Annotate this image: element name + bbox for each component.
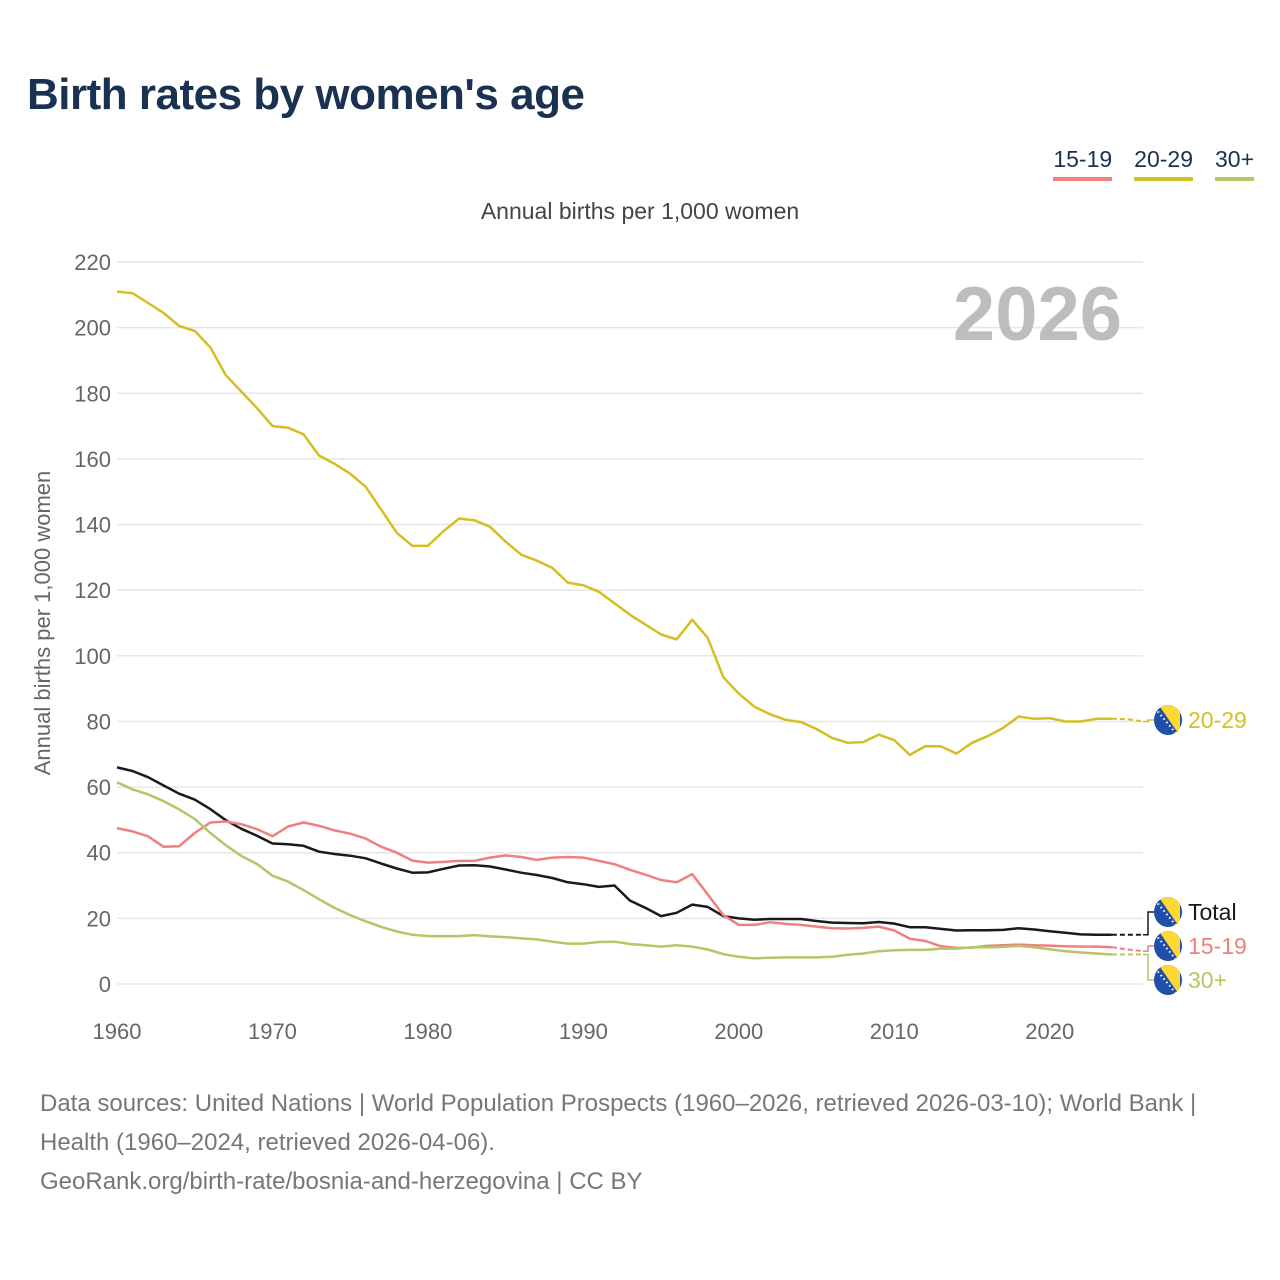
label-connector — [1143, 945, 1156, 952]
x-tick-label: 1990 — [559, 1019, 608, 1044]
bosnia-flag-icon — [1154, 965, 1182, 995]
x-tick-label: 2010 — [870, 1019, 919, 1044]
label-connector — [1143, 719, 1156, 723]
series-line-Total — [116, 766, 1112, 937]
series-line-30plus — [116, 781, 1112, 960]
end-label-Total: Total — [1188, 899, 1237, 925]
series-line-20-29 — [116, 290, 1112, 757]
legend: 15-19 20-29 30+ — [1053, 146, 1254, 181]
y-tick-label: 40 — [87, 841, 111, 866]
end-label-20-29: 20-29 — [1188, 707, 1247, 733]
bosnia-flag-icon — [1154, 897, 1182, 927]
legend-item-20-29[interactable]: 20-29 — [1134, 146, 1193, 181]
legend-item-15-19[interactable]: 15-19 — [1053, 146, 1113, 181]
series-projection-15-19 — [1111, 946, 1144, 953]
y-tick-label: 160 — [74, 447, 111, 472]
credit-link[interactable]: GeoRank.org/birth-rate/bosnia-and-herzeg… — [40, 1168, 643, 1195]
y-tick-label: 120 — [74, 578, 111, 603]
y-tick-label: 60 — [87, 775, 111, 800]
y-tick-label: 20 — [87, 906, 111, 931]
chart-subtitle: Annual births per 1,000 women — [480, 198, 800, 224]
end-label-15-19: 15-19 — [1188, 933, 1247, 959]
bosnia-flag-icon — [1154, 931, 1182, 961]
x-tick-label: 1960 — [93, 1019, 142, 1044]
year-watermark: 2026 — [953, 272, 1122, 357]
y-tick-label: 140 — [74, 513, 111, 538]
x-tick-label: 1980 — [403, 1019, 452, 1044]
x-tick-label: 2020 — [1025, 1019, 1074, 1044]
y-tick-label: 100 — [74, 644, 111, 669]
y-tick-label: 80 — [87, 709, 111, 734]
label-connector — [1143, 911, 1156, 936]
series-projection-20-29 — [1111, 717, 1144, 723]
series-line-15-19 — [116, 820, 1112, 950]
y-tick-label: 220 — [74, 250, 111, 275]
y-tick-label: 0 — [99, 972, 111, 997]
bosnia-flag-icon — [1154, 705, 1182, 735]
end-label-30plus: 30+ — [1188, 967, 1227, 993]
y-tick-label: 200 — [74, 316, 111, 341]
footer: Data sources: United Nations | World Pop… — [40, 1084, 1240, 1201]
chart-title: Birth rates by women's age — [27, 70, 585, 119]
y-axis-label: Annual births per 1,000 women — [30, 471, 55, 776]
x-tick-label: 1970 — [248, 1019, 297, 1044]
data-sources: Data sources: United Nations | World Pop… — [40, 1090, 1197, 1156]
legend-item-30plus[interactable]: 30+ — [1214, 146, 1254, 181]
label-connector — [1143, 953, 1156, 981]
x-tick-label: 2000 — [714, 1019, 763, 1044]
y-tick-label: 180 — [74, 381, 111, 406]
